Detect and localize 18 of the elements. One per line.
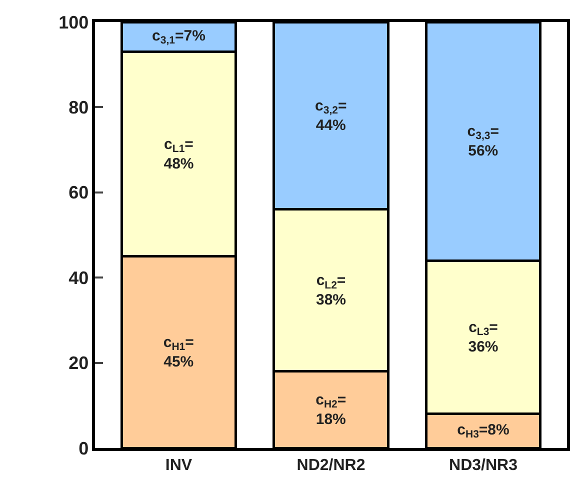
data-label: c$_{L3}$= 36% [468, 318, 498, 356]
y-tick-label: 40 [68, 268, 89, 288]
x-tick-label: ND2/NR2 [296, 456, 366, 474]
y-tick-label: 60 [68, 182, 89, 203]
y-tick-label: 80 [68, 98, 89, 118]
data-label: c$_{H2}$= 18% [316, 391, 346, 428]
x-tick-label: INV [165, 456, 192, 474]
x-tick-label: ND3/NR3 [449, 456, 518, 474]
y-tick-label: 20 [68, 353, 89, 374]
data-label: c$_{H3}$=8% [457, 421, 510, 441]
data-label: c$_{3,1}$=7% [152, 27, 206, 46]
data-label: c$_{L2}$= 38% [316, 272, 346, 309]
data-label: c$_{3,3}$= 56% [467, 123, 500, 160]
y-tick-label: 100 [58, 12, 89, 32]
data-label: c$_{H1}$= 45% [163, 334, 194, 370]
y-tick-label: 0 [78, 438, 89, 458]
data-label: c$_{3,2}$= 44% [315, 97, 347, 134]
data-label: c$_{L1}$= 48% [164, 136, 194, 172]
